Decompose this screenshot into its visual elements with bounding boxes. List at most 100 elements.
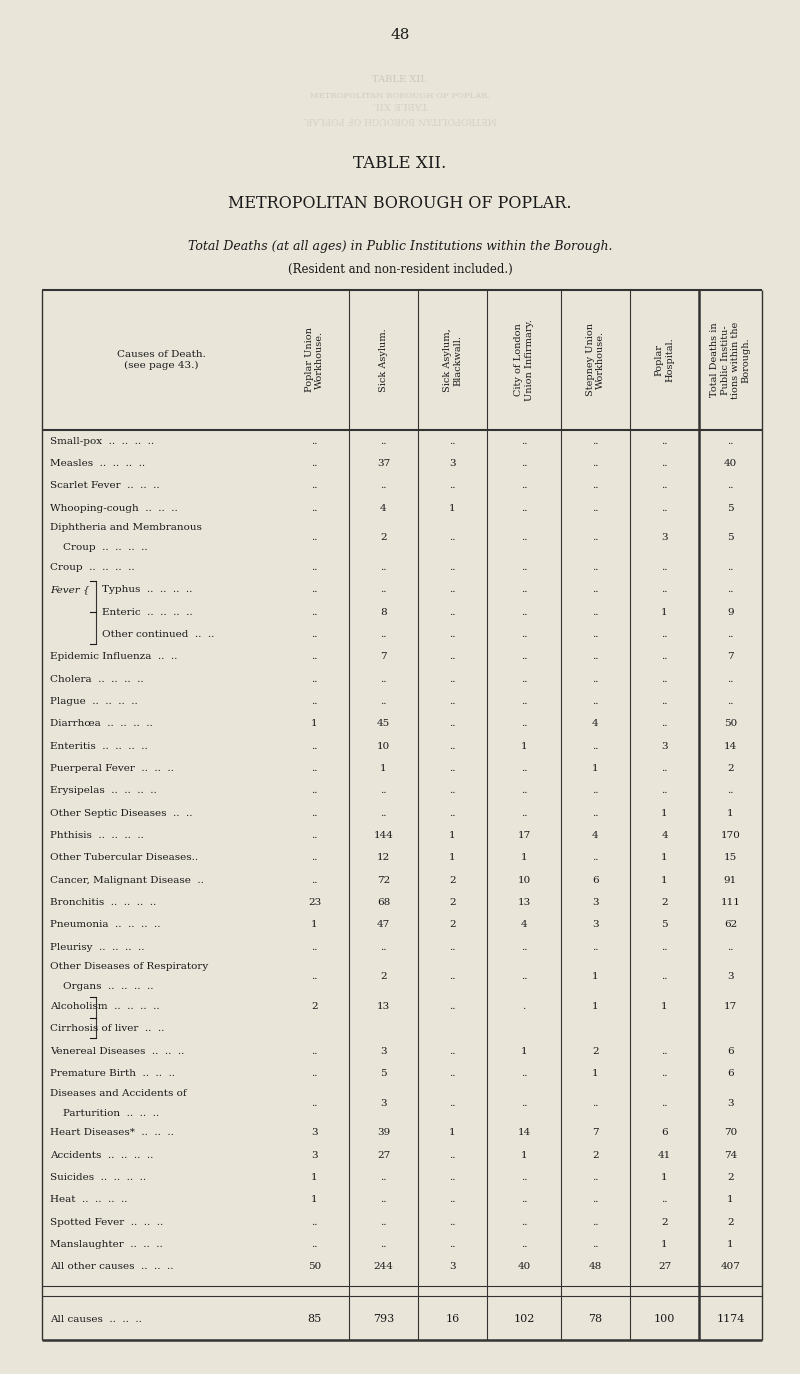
Text: 68: 68 (377, 899, 390, 907)
Text: ..: .. (592, 585, 598, 595)
Text: ..: .. (727, 675, 734, 684)
Text: 111: 111 (721, 899, 741, 907)
Text: All other causes  ..  ..  ..: All other causes .. .. .. (50, 1263, 174, 1271)
Text: ..: .. (521, 1099, 527, 1107)
Text: 5: 5 (727, 504, 734, 513)
Text: ..: .. (521, 653, 527, 661)
Text: 47: 47 (377, 921, 390, 929)
Text: ..: .. (311, 504, 318, 513)
Text: 7: 7 (380, 653, 387, 661)
Text: Suicides  ..  ..  ..  ..: Suicides .. .. .. .. (50, 1173, 146, 1182)
Text: ..: .. (311, 742, 318, 750)
Text: ..: .. (662, 563, 668, 572)
Text: METROPOLITAN BOROUGH OF POPLAR.: METROPOLITAN BOROUGH OF POPLAR. (310, 92, 490, 100)
Text: ..: .. (311, 875, 318, 885)
Text: 3: 3 (661, 742, 668, 750)
Text: ..: .. (311, 973, 318, 981)
Text: ..: .. (311, 697, 318, 706)
Text: ..: .. (380, 675, 386, 684)
Text: ..: .. (311, 653, 318, 661)
Text: Plague  ..  ..  ..  ..: Plague .. .. .. .. (50, 697, 138, 706)
Text: 17: 17 (724, 1002, 737, 1011)
Text: ..: .. (450, 1002, 456, 1011)
Text: Total Deaths (at all ages) in Public Institutions within the Borough.: Total Deaths (at all ages) in Public Ins… (188, 240, 612, 253)
Text: ..: .. (592, 629, 598, 639)
Text: Other Diseases of Respiratory: Other Diseases of Respiratory (50, 962, 208, 971)
Text: ..: .. (450, 675, 456, 684)
Text: 2: 2 (449, 899, 456, 907)
Text: 6: 6 (727, 1069, 734, 1079)
Text: 1: 1 (727, 809, 734, 818)
Text: ..: .. (592, 504, 598, 513)
Text: 4: 4 (592, 831, 599, 840)
Text: ..: .. (662, 585, 668, 595)
Text: 1: 1 (311, 921, 318, 929)
Text: Spotted Fever  ..  ..  ..: Spotted Fever .. .. .. (50, 1217, 163, 1227)
Text: 70: 70 (724, 1128, 737, 1138)
Text: 407: 407 (721, 1263, 741, 1271)
Text: 50: 50 (308, 1263, 321, 1271)
Text: Epidemic Influenza  ..  ..: Epidemic Influenza .. .. (50, 653, 178, 661)
Text: ..: .. (311, 943, 318, 952)
Text: ..: .. (521, 943, 527, 952)
Text: ..: .. (450, 973, 456, 981)
Text: ..: .. (450, 1195, 456, 1204)
Text: ..: .. (450, 607, 456, 617)
Text: ..: .. (592, 809, 598, 818)
Text: Causes of Death.
(see page 43.): Causes of Death. (see page 43.) (117, 350, 206, 370)
Text: 6: 6 (727, 1047, 734, 1055)
Text: ..: .. (592, 459, 598, 469)
Text: 13: 13 (518, 899, 530, 907)
Text: ..: .. (380, 943, 386, 952)
Text: ..: .. (521, 764, 527, 774)
Text: 37: 37 (377, 459, 390, 469)
Text: Puerperal Fever  ..  ..  ..: Puerperal Fever .. .. .. (50, 764, 174, 774)
Text: 50: 50 (724, 720, 737, 728)
Text: 91: 91 (724, 875, 737, 885)
Text: ..: .. (311, 1047, 318, 1055)
Text: ..: .. (727, 437, 734, 445)
Text: ..: .. (592, 943, 598, 952)
Text: ..: .. (521, 697, 527, 706)
Text: 3: 3 (380, 1099, 387, 1107)
Text: 2: 2 (380, 533, 387, 543)
Text: 1: 1 (592, 1002, 599, 1011)
Text: 5: 5 (727, 533, 734, 543)
Text: ..: .. (521, 1217, 527, 1227)
Text: Measles  ..  ..  ..  ..: Measles .. .. .. .. (50, 459, 145, 469)
Text: ..: .. (450, 437, 456, 445)
Text: Cirrhosis of liver  ..  ..: Cirrhosis of liver .. .. (50, 1025, 164, 1033)
Text: Croup  ..  ..  ..  ..: Croup .. .. .. .. (50, 563, 134, 572)
Text: ..: .. (727, 585, 734, 595)
Text: Erysipelas  ..  ..  ..  ..: Erysipelas .. .. .. .. (50, 786, 157, 796)
Text: ..: .. (592, 742, 598, 750)
Text: 6: 6 (592, 875, 599, 885)
Text: ..: .. (380, 585, 386, 595)
Text: Phthisis  ..  ..  ..  ..: Phthisis .. .. .. .. (50, 831, 144, 840)
Text: Sick Asylum,
Blackwall.: Sick Asylum, Blackwall. (443, 328, 462, 392)
Text: 10: 10 (377, 742, 390, 750)
Text: 3: 3 (311, 1150, 318, 1160)
Text: ..: .. (521, 437, 527, 445)
Text: ..: .. (662, 653, 668, 661)
Text: ..: .. (311, 607, 318, 617)
Text: 27: 27 (377, 1150, 390, 1160)
Text: ..: .. (521, 585, 527, 595)
Text: Pneumonia  ..  ..  ..  ..: Pneumonia .. .. .. .. (50, 921, 161, 929)
Text: ..: .. (450, 1069, 456, 1079)
Text: ..: .. (450, 481, 456, 491)
Text: ..: .. (311, 585, 318, 595)
Text: Manslaughter  ..  ..  ..: Manslaughter .. .. .. (50, 1239, 162, 1249)
Text: 2: 2 (727, 1173, 734, 1182)
Text: 1: 1 (661, 809, 668, 818)
Text: ..: .. (521, 1239, 527, 1249)
Text: Heart Diseases*  ..  ..  ..: Heart Diseases* .. .. .. (50, 1128, 174, 1138)
Text: ..: .. (592, 437, 598, 445)
Text: ..: .. (592, 1195, 598, 1204)
Text: ..: .. (592, 853, 598, 863)
Text: Scarlet Fever  ..  ..  ..: Scarlet Fever .. .. .. (50, 481, 160, 491)
Text: ..: .. (521, 481, 527, 491)
Text: ..: .. (521, 607, 527, 617)
Text: ..: .. (727, 697, 734, 706)
Text: 793: 793 (373, 1314, 394, 1325)
